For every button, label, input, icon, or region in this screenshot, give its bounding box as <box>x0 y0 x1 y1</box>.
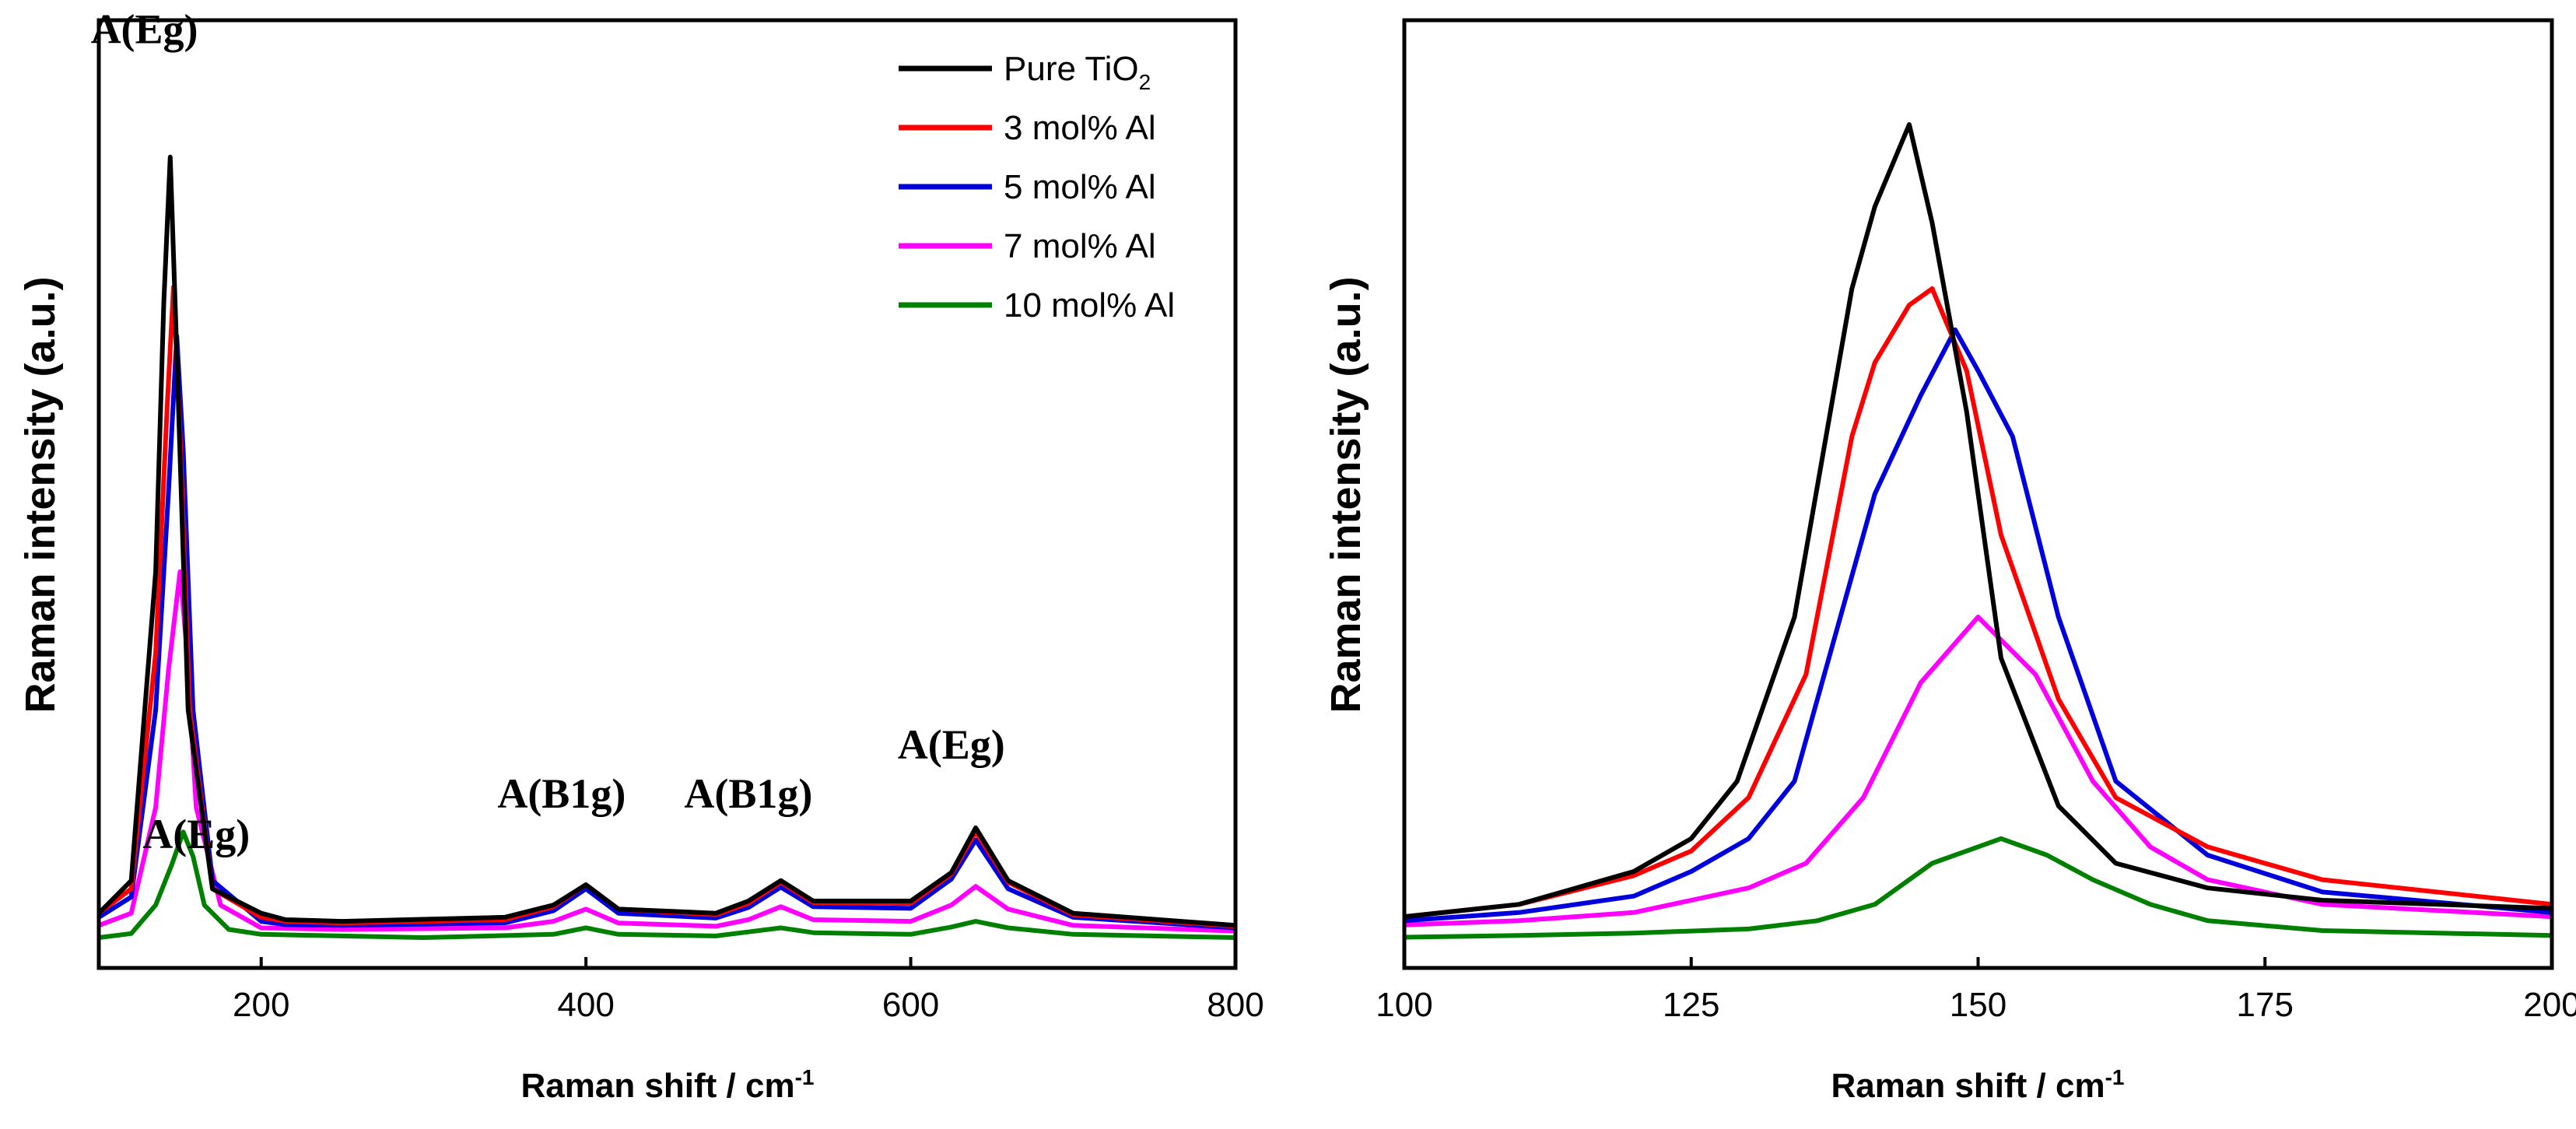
legend-label-4: 10 mol% Al <box>1004 286 1175 324</box>
left-series-line-4 <box>99 829 1235 940</box>
left-series-line-3 <box>99 569 1235 934</box>
legend-label-1: 3 mol% Al <box>1004 109 1156 147</box>
peak-annotation-0: A(Eg) <box>91 6 198 53</box>
right-x-tick-label: 100 <box>1376 986 1432 1024</box>
right-x-axis-label: Raman shift / cm-1 <box>1831 1065 2125 1105</box>
right-x-tick-label: 125 <box>1663 986 1719 1024</box>
peak-annotation-4: A(Eg) <box>898 721 1005 768</box>
right-x-tick-label: 175 <box>2237 986 2294 1024</box>
left-peak-annotations: A(Eg) A(Eg) A(B1g) A(B1g) A(Eg) <box>91 6 1005 858</box>
left-y-axis-label: Raman intensity (a.u.) <box>17 276 64 713</box>
left-plot-frame <box>96 18 1238 970</box>
peak-annotation-3: A(B1g) <box>684 770 812 817</box>
peak-annotation-2: A(B1g) <box>497 770 626 817</box>
right-x-ticks: 100 125 150 175 200 <box>1376 957 2576 1024</box>
left-x-axis-label: Raman shift / cm-1 <box>521 1065 815 1105</box>
right-y-axis-label: Raman intensity (a.u.) <box>1323 276 1369 713</box>
right-x-tick-label: 150 <box>1950 986 2006 1024</box>
left-series-line-0 <box>99 154 1235 928</box>
legend-label-2: 5 mol% Al <box>1004 168 1156 206</box>
right-x-tick-label: 200 <box>2523 986 2576 1024</box>
left-x-tick-label: 400 <box>557 986 614 1024</box>
left-series-group <box>99 154 1235 940</box>
left-panel: 200 400 600 800 A(Eg)A(Eg)A(B1g) A(B1g)A(Eg)… <box>17 6 1264 1106</box>
right-series-line-3 <box>1404 615 2552 927</box>
legend-label-3: 7 mol% Al <box>1004 227 1156 265</box>
left-x-tick-label: 600 <box>882 986 939 1024</box>
left-x-tick-label: 200 <box>233 986 289 1024</box>
left-x-ticks: 200 400 600 800 <box>233 957 1264 1024</box>
right-series-line-0 <box>1404 122 2552 920</box>
right-series-line-1 <box>1404 286 2552 920</box>
peak-annotation-1: A(Eg) <box>142 811 250 857</box>
right-series-line-4 <box>1404 836 2552 940</box>
legend: Pure TiO2 3 mol% Al 5 mol% Al 7 mol% Al 10 m… <box>899 50 1175 324</box>
right-panel: 100 125 150 175 200 Raman shift / cm-1 Raman… <box>1323 18 2576 1105</box>
legend-label-0: Pure TiO2 <box>1004 50 1151 94</box>
left-x-tick-label: 800 <box>1207 986 1263 1024</box>
right-series-line-2 <box>1404 327 2552 924</box>
right-series-group <box>1404 122 2552 940</box>
